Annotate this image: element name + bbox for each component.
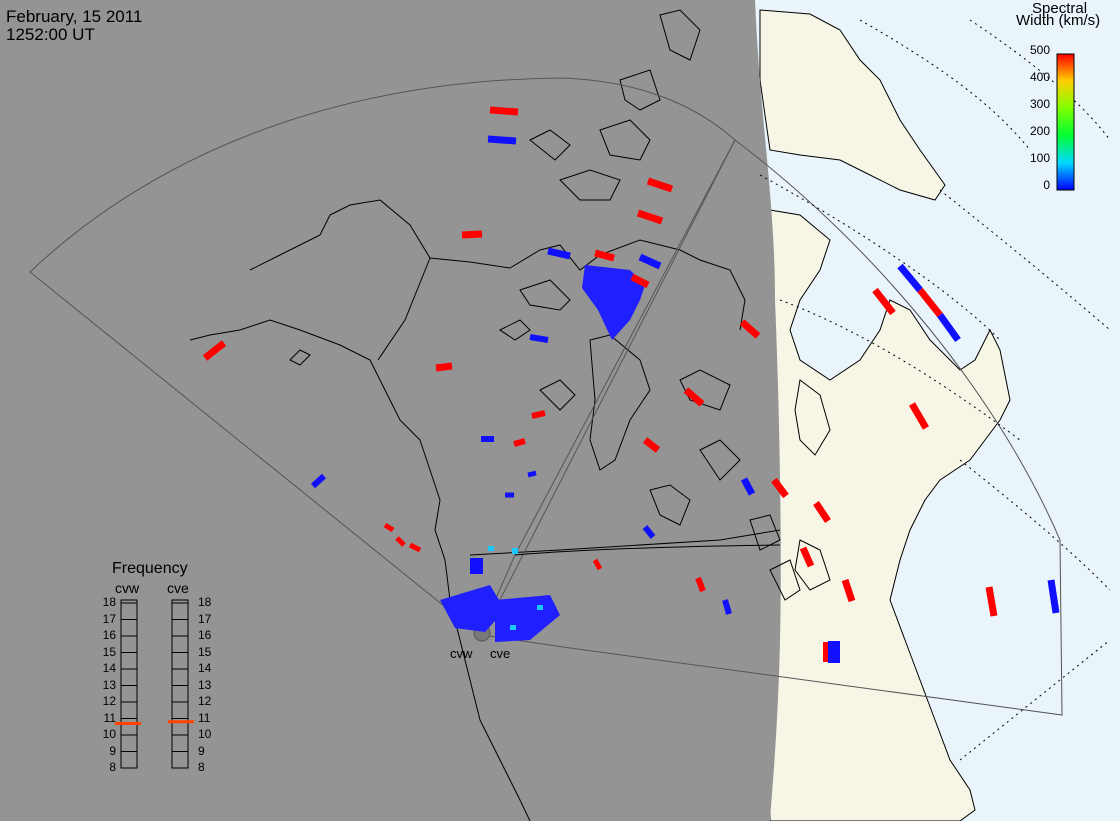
lat-rings xyxy=(759,19,1111,761)
colorbar-gradient xyxy=(1056,53,1075,191)
night-region xyxy=(0,0,781,821)
freq-tick-right: 14 xyxy=(198,661,212,675)
freq-tick-left: 17 xyxy=(102,611,116,626)
frequency-title: Frequency xyxy=(112,560,188,577)
radar-fov xyxy=(29,77,1063,716)
freq-tick-right: 8 xyxy=(198,760,205,774)
freq-tick-left: 8 xyxy=(109,760,116,774)
colorbar-tick: 500 xyxy=(1029,43,1050,57)
colorbar-tick: 200 xyxy=(1029,124,1050,138)
colorbar-tick: 400 xyxy=(1029,70,1050,84)
daylight-land xyxy=(759,9,946,201)
freq-tick-left: 16 xyxy=(102,628,116,642)
freq-tick-left: 14 xyxy=(102,661,116,675)
freq-tick-right: 10 xyxy=(198,727,212,741)
freq-tick-left: 12 xyxy=(102,694,116,708)
backscatter-cells xyxy=(202,106,1060,663)
freq-tick-left: 18 xyxy=(102,595,116,609)
freq-tick-left: 11 xyxy=(103,710,116,725)
freq-tick-right: 13 xyxy=(198,677,212,692)
freq-tick-right: 17 xyxy=(198,611,212,626)
freq-tick-right: 11 xyxy=(198,710,211,725)
freq-tick-right: 18 xyxy=(198,595,212,609)
north-block xyxy=(582,265,645,340)
freq-tick-right: 12 xyxy=(198,694,212,708)
cve-site-label: cve xyxy=(490,646,511,661)
freq-tick-left: 13 xyxy=(102,677,116,692)
colorbar-title-line1: Spectral xyxy=(1032,0,1088,17)
freq-col-label-cve: cve xyxy=(167,580,189,596)
freq-tick-left: 15 xyxy=(102,644,116,659)
daylight-land-2 xyxy=(769,209,1011,821)
freq-tick-right: 15 xyxy=(198,644,212,659)
time-label: 1252:00 UT xyxy=(6,25,95,44)
date-label: February, 15 2011 xyxy=(6,7,143,26)
colorbar-tick: 300 xyxy=(1029,97,1050,111)
colorbar-tick: 100 xyxy=(1029,151,1050,165)
cve-cluster xyxy=(495,595,560,642)
freq-tick-right: 9 xyxy=(198,743,205,758)
colorbar-tick: 0 xyxy=(1043,178,1050,192)
freq-col-label-cvw: cvw xyxy=(115,580,140,596)
freq-tick-left: 9 xyxy=(109,743,116,758)
colorbar-title-line2: Width (km/s) xyxy=(1016,12,1101,29)
freq-tick-right: 16 xyxy=(198,628,212,642)
cvw-cluster xyxy=(440,585,505,632)
freq-tick-left: 10 xyxy=(102,727,116,741)
cvw-site-label: cvw xyxy=(450,646,473,661)
coastlines xyxy=(189,9,831,821)
